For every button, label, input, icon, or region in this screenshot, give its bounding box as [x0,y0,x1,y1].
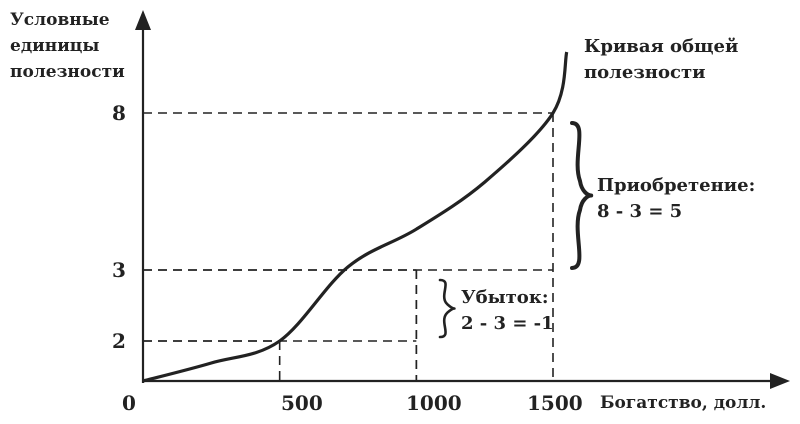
y-tick-8: 8 [112,101,126,125]
loss-label-line-1: Убыток: [461,287,548,308]
x-axis-arrow-icon [770,373,790,389]
y-tick-2: 2 [112,329,126,353]
x-tick-0: 0 [122,391,136,415]
y-axis-label-line-1: Условные [10,10,110,30]
loss-label-line-2: 2 - 3 = -1 [461,313,554,334]
total-utility-curve [142,51,569,383]
gain-brace [570,121,594,270]
gain-label-line-1: Приобретение: [597,175,755,196]
y-tick-3: 3 [112,258,126,282]
curve-label-line-2: полезности [584,62,705,83]
loss-brace [438,278,456,339]
x-tick-1500: 1500 [527,391,583,415]
x-tick-500: 500 [281,391,323,415]
guide-lines [143,112,554,381]
curve-label-line-1: Кривая общей [584,36,738,57]
y-axis-label-line-2: единицы [10,36,99,56]
gain-label-line-2: 8 - 3 = 5 [597,201,682,222]
x-axis-label: Богатство, долл. [600,393,766,413]
x-tick-1000: 1000 [406,391,462,415]
y-axis-label-line-3: полезности [10,62,125,82]
y-axis-arrow-icon [135,10,151,30]
